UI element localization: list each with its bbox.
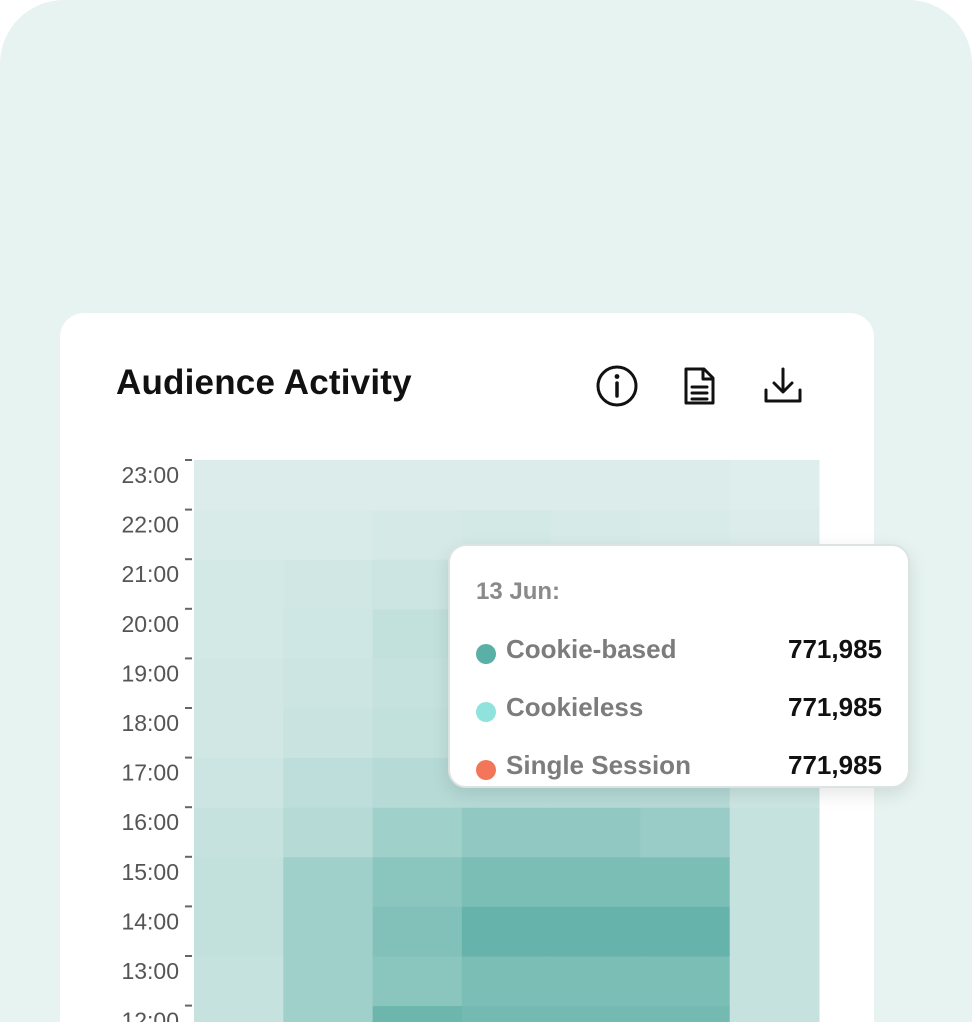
heatmap-cell[interactable] xyxy=(283,509,374,560)
card-title: Audience Activity xyxy=(116,363,412,402)
heatmap-cell[interactable] xyxy=(461,1005,552,1022)
heatmap-cell[interactable] xyxy=(640,1005,731,1022)
y-axis-label: 19:00 xyxy=(121,660,179,686)
tooltip-label: Cookieless xyxy=(506,692,644,722)
legend-dot-single-session xyxy=(476,760,496,780)
heatmap-cell[interactable] xyxy=(729,807,820,858)
heatmap-cell[interactable] xyxy=(729,906,820,957)
heatmap-cell[interactable] xyxy=(283,658,374,709)
tooltip-value: 771,985 xyxy=(788,750,882,780)
y-axis-label: 17:00 xyxy=(121,760,179,786)
y-axis-label: 21:00 xyxy=(121,561,179,587)
heatmap-cell[interactable] xyxy=(283,807,374,858)
heatmap-cell[interactable] xyxy=(194,460,284,511)
document-icon[interactable] xyxy=(676,363,722,409)
heatmap-cell[interactable] xyxy=(551,906,641,957)
heatmap-cell[interactable] xyxy=(640,856,731,907)
chart-tooltip: 13 Jun: Cookie-based 771,985 Cookieless … xyxy=(448,544,910,788)
download-icon[interactable] xyxy=(760,363,806,409)
heatmap-cell[interactable] xyxy=(372,559,463,610)
heatmap-cell[interactable] xyxy=(461,856,552,907)
heatmap-cell[interactable] xyxy=(551,856,641,907)
heatmap-cell[interactable] xyxy=(194,708,284,759)
heatmap-cell[interactable] xyxy=(194,608,284,659)
heatmap-cell[interactable] xyxy=(283,559,374,610)
heatmap-cell[interactable] xyxy=(194,658,284,709)
heatmap-cell[interactable] xyxy=(640,460,731,511)
heatmap-cell[interactable] xyxy=(640,956,731,1007)
heatmap-cell[interactable] xyxy=(372,1005,463,1022)
heatmap-cell[interactable] xyxy=(194,1005,284,1022)
y-axis-label: 23:00 xyxy=(121,462,179,488)
heatmap-cell[interactable] xyxy=(283,1005,374,1022)
heatmap-cell[interactable] xyxy=(283,757,374,808)
heatmap-cell[interactable] xyxy=(640,906,731,957)
legend-dot-cookieless xyxy=(476,702,496,722)
y-axis-label: 15:00 xyxy=(121,859,179,885)
y-axis-label: 22:00 xyxy=(121,512,179,538)
heatmap-cell[interactable] xyxy=(551,807,641,858)
y-axis-label: 14:00 xyxy=(121,908,179,934)
y-axis-label: 13:00 xyxy=(121,958,179,984)
heatmap-cell[interactable] xyxy=(551,1005,641,1022)
tooltip-value: 771,985 xyxy=(788,634,882,664)
tooltip-label: Cookie-based xyxy=(506,634,677,664)
heatmap-cell[interactable] xyxy=(194,807,284,858)
heatmap-cell[interactable] xyxy=(372,807,463,858)
heatmap-cell[interactable] xyxy=(372,460,463,511)
heatmap-cell[interactable] xyxy=(372,956,463,1007)
heatmap-cell[interactable] xyxy=(551,460,641,511)
heatmap-cell[interactable] xyxy=(729,460,820,511)
tooltip-date: 13 Jun: xyxy=(476,578,561,605)
heatmap-cell[interactable] xyxy=(461,906,552,957)
heatmap-cell[interactable] xyxy=(283,608,374,659)
y-axis-label: 16:00 xyxy=(121,809,179,835)
heatmap-cell[interactable] xyxy=(283,856,374,907)
legend-dot-cookie-based xyxy=(476,644,496,664)
heatmap-cell[interactable] xyxy=(729,856,820,907)
heatmap-cell[interactable] xyxy=(283,906,374,957)
heatmap-cell[interactable] xyxy=(194,559,284,610)
heatmap-cell[interactable] xyxy=(283,956,374,1007)
y-axis-label: 20:00 xyxy=(121,611,179,637)
heatmap-cell[interactable] xyxy=(372,856,463,907)
tooltip-row-cookie-based: Cookie-based 771,985 xyxy=(476,634,882,668)
heatmap-cell[interactable] xyxy=(194,856,284,907)
heatmap-cell[interactable] xyxy=(729,956,820,1007)
tooltip-value: 771,985 xyxy=(788,692,882,722)
heatmap-cell[interactable] xyxy=(372,608,463,659)
tooltip-label: Single Session xyxy=(506,750,691,780)
tooltip-row-single-session: Single Session 771,985 xyxy=(476,750,882,784)
heatmap-cell[interactable] xyxy=(372,708,463,759)
heatmap-cell[interactable] xyxy=(372,509,463,560)
y-axis-label: 12:00 xyxy=(121,1008,179,1022)
heatmap-cell[interactable] xyxy=(461,956,552,1007)
heatmap-cell[interactable] xyxy=(640,807,731,858)
heatmap-cell[interactable] xyxy=(461,460,552,511)
heatmap-cell[interactable] xyxy=(461,807,552,858)
heatmap-cell[interactable] xyxy=(372,757,463,808)
heatmap-cell[interactable] xyxy=(194,956,284,1007)
heatmap-cell[interactable] xyxy=(283,708,374,759)
tooltip-row-cookieless: Cookieless 771,985 xyxy=(476,692,882,726)
info-icon[interactable] xyxy=(594,363,640,409)
heatmap-cell[interactable] xyxy=(729,1005,820,1022)
heatmap-cell[interactable] xyxy=(194,757,284,808)
heatmap-cell[interactable] xyxy=(194,509,284,560)
heatmap-cell[interactable] xyxy=(194,906,284,957)
heatmap-cell[interactable] xyxy=(372,906,463,957)
y-axis-label: 18:00 xyxy=(121,710,179,736)
heatmap-cell[interactable] xyxy=(551,956,641,1007)
heatmap-cell[interactable] xyxy=(283,460,374,511)
heatmap-cell[interactable] xyxy=(372,658,463,709)
